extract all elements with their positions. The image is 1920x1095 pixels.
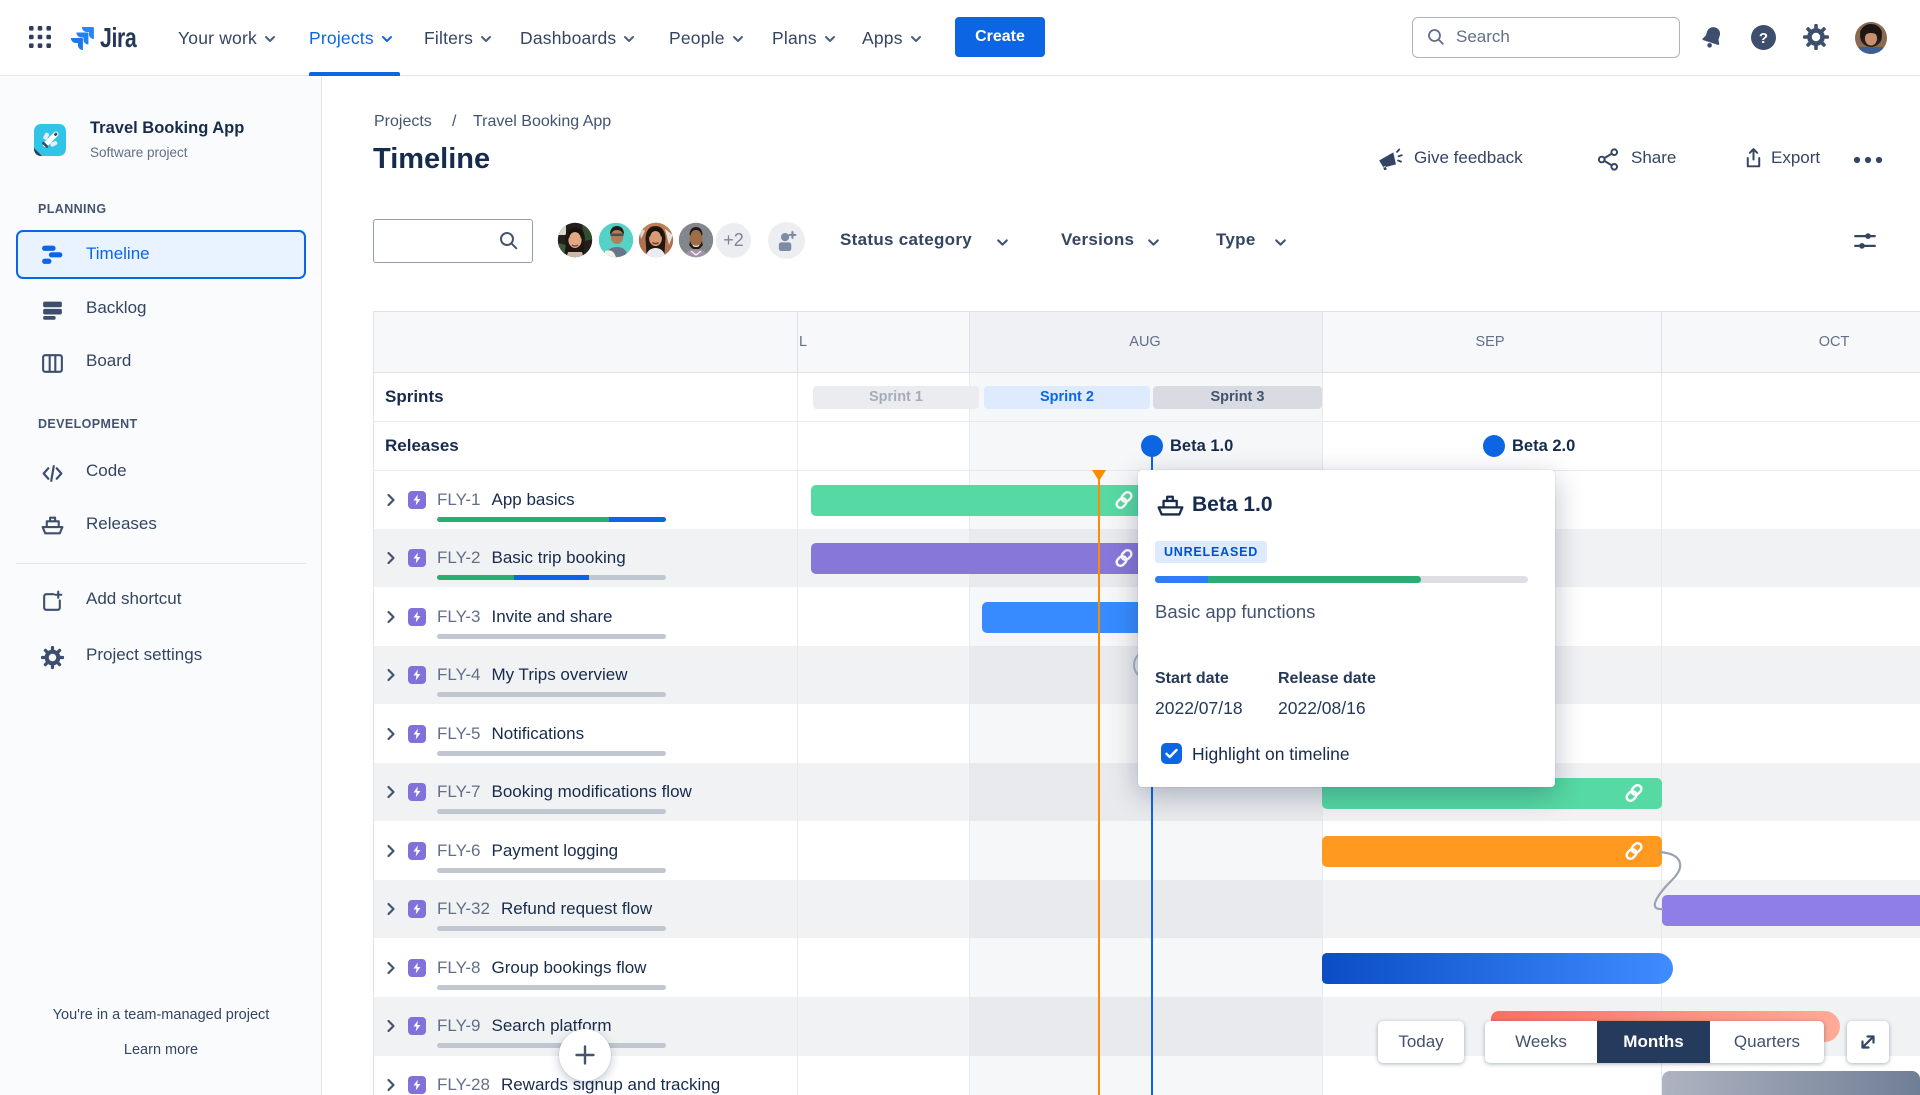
svg-text:?: ? [1759, 30, 1768, 47]
